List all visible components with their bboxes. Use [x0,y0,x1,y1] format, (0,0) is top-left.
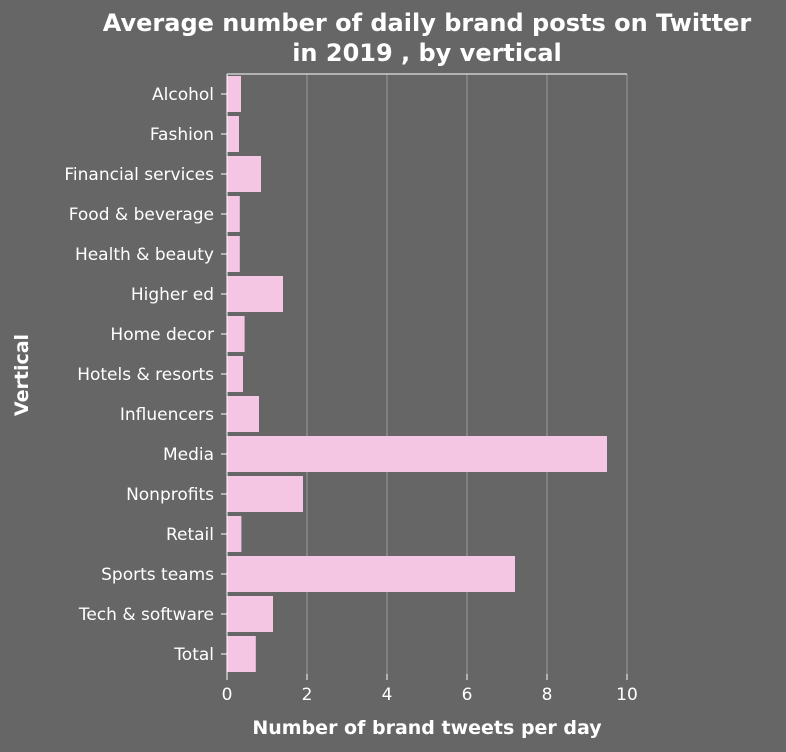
axes: 0 2 4 6 8 10 Alcohol Fashion Financial services F… [64,73,638,705]
bar [227,276,283,312]
bar [227,596,273,632]
y-tick-label: Retail [166,525,214,545]
y-tick-label: Health & beauty [75,245,214,265]
bar [227,76,241,112]
y-tick-label: Financial services [64,165,214,185]
bar [227,556,515,592]
x-tick-label: 4 [382,685,393,705]
x-axis-label: Number of brand tweets per day [252,717,602,739]
x-tick-label: 0 [222,685,233,705]
y-tick-label: Home decor [110,325,214,345]
bar [227,476,303,512]
bar [227,196,240,232]
bar [227,516,242,552]
y-axis-label: Vertical [11,334,33,416]
y-tick-label: Food & beverage [69,205,214,225]
bar [227,316,245,352]
chart-title: Average number of daily brand posts on T… [103,9,752,67]
bar [227,116,239,152]
x-tick-label: 6 [462,685,473,705]
y-tick-label: Total [173,645,214,665]
bars [227,76,607,672]
x-tick-label: 10 [616,685,638,705]
y-tick-label: Nonprofits [126,485,214,505]
bar [227,356,243,392]
y-tick-label: Higher ed [131,285,214,305]
x-tick-label: 2 [302,685,313,705]
y-tick-label: Tech & software [78,605,214,625]
bar [227,636,256,672]
y-tick-label: Alcohol [152,85,214,105]
y-tick-label: Fashion [150,125,214,145]
y-tick-label: Influencers [120,405,214,425]
x-tick-label: 8 [542,685,553,705]
bar [227,156,261,192]
bar [227,396,259,432]
chart-title-line-2: in 2019 , by vertical [292,39,562,67]
bar [227,436,607,472]
chart-title-line-1: Average number of daily brand posts on T… [103,9,752,37]
y-tick-label: Sports teams [101,565,214,585]
bar [227,236,240,272]
y-tick-label: Hotels & resorts [77,365,214,385]
y-tick-label: Media [163,445,214,465]
